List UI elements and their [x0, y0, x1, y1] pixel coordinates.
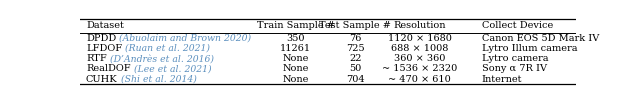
Text: 350: 350	[287, 34, 305, 43]
Text: (D’Andrès et al. 2016): (D’Andrès et al. 2016)	[107, 54, 214, 63]
Text: (Abuolaim and Brown 2020): (Abuolaim and Brown 2020)	[116, 34, 252, 43]
Text: Dataset: Dataset	[86, 21, 124, 30]
Text: Lytro Illum camera: Lytro Illum camera	[482, 44, 577, 53]
Text: LFDOF: LFDOF	[86, 44, 122, 53]
Text: Internet: Internet	[482, 75, 522, 84]
Text: None: None	[283, 54, 309, 63]
Text: Lytro camera: Lytro camera	[482, 54, 548, 63]
Text: Test Sample #: Test Sample #	[319, 21, 391, 30]
Text: (Shi et al. 2014): (Shi et al. 2014)	[118, 75, 196, 84]
Text: None: None	[283, 64, 309, 73]
Text: 1120 × 1680: 1120 × 1680	[388, 34, 452, 43]
Text: 11261: 11261	[280, 44, 311, 53]
Text: 360 × 360: 360 × 360	[394, 54, 445, 63]
Text: Sony α 7R IV: Sony α 7R IV	[482, 64, 547, 73]
Text: RealDOF: RealDOF	[86, 64, 131, 73]
Text: 725: 725	[346, 44, 365, 53]
Text: 22: 22	[349, 54, 362, 63]
Text: Resolution: Resolution	[394, 21, 446, 30]
Text: 50: 50	[349, 64, 362, 73]
Text: Train Sample #: Train Sample #	[257, 21, 335, 30]
Text: (Ruan et al. 2021): (Ruan et al. 2021)	[122, 44, 210, 53]
Text: 76: 76	[349, 34, 362, 43]
Text: RTF: RTF	[86, 54, 107, 63]
Text: DPDD: DPDD	[86, 34, 116, 43]
Text: Canon EOS 5D Mark IV: Canon EOS 5D Mark IV	[482, 34, 599, 43]
Text: (Lee et al. 2021): (Lee et al. 2021)	[131, 64, 211, 73]
Text: 704: 704	[346, 75, 365, 84]
Text: Collect Device: Collect Device	[482, 21, 553, 30]
Text: CUHK: CUHK	[86, 75, 118, 84]
Text: 688 × 1008: 688 × 1008	[391, 44, 449, 53]
Text: ~ 1536 × 2320: ~ 1536 × 2320	[382, 64, 458, 73]
Text: None: None	[283, 75, 309, 84]
Text: ~ 470 × 610: ~ 470 × 610	[388, 75, 451, 84]
